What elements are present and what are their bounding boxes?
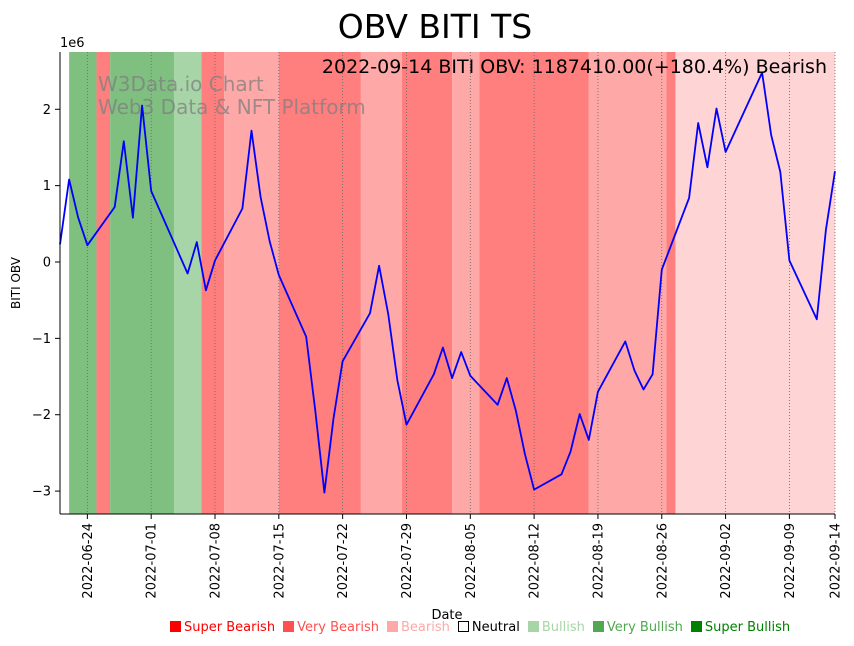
x-tick-label: 2022-07-01 bbox=[145, 523, 160, 599]
watermark-line-1: W3Data.io Chart bbox=[98, 72, 264, 96]
band-very-bearish bbox=[96, 52, 111, 514]
legend-swatch bbox=[690, 621, 702, 632]
x-tick-label: 2022-07-22 bbox=[336, 523, 351, 599]
band-very-bullish bbox=[110, 52, 174, 514]
band-very-bearish bbox=[201, 52, 225, 514]
legend-swatch bbox=[527, 621, 539, 632]
x-tick-label: 2022-08-26 bbox=[655, 523, 670, 599]
band-bearish bbox=[360, 52, 402, 514]
obv-series bbox=[59, 71, 836, 494]
legend-swatch bbox=[283, 621, 295, 632]
band-very-bearish bbox=[278, 52, 361, 514]
y-tick-label: −1 bbox=[32, 332, 51, 347]
sentiment-bands bbox=[69, 52, 835, 514]
watermark-line-2: Web3 Data & NFT Platform bbox=[98, 95, 366, 119]
band-very-bearish bbox=[401, 52, 453, 514]
y-tick-label: 1 bbox=[43, 179, 51, 194]
band-very-bearish bbox=[666, 52, 676, 514]
band-bearish bbox=[224, 52, 279, 514]
x-tick-label: 2022-08-19 bbox=[591, 523, 606, 599]
date-gridlines bbox=[86, 52, 836, 514]
y-tick-label: 2 bbox=[43, 103, 51, 118]
band-bearish bbox=[588, 52, 667, 514]
legend-swatch bbox=[592, 621, 604, 632]
legend-swatch bbox=[170, 621, 181, 632]
legend-item-super-bearish: Super Bearish bbox=[170, 620, 275, 635]
legend-item-super-bullish: Super Bullish bbox=[690, 620, 791, 635]
legend-label: Super Bearish bbox=[184, 620, 276, 635]
y-scale-label: 1e6 bbox=[60, 36, 85, 51]
x-tick-label: 2022-09-09 bbox=[783, 523, 798, 599]
x-tick-label: 2022-08-12 bbox=[528, 523, 543, 599]
axes bbox=[59, 52, 835, 515]
legend-item-bearish: Bearish bbox=[386, 620, 450, 635]
legend-item-very-bearish: Very Bearish bbox=[283, 620, 379, 635]
sentiment-legend: Super Bearish Very Bearish Bearish Neutral B… bbox=[170, 620, 798, 635]
band-neutral-bearish bbox=[675, 52, 835, 514]
x-tick-label: 2022-08-05 bbox=[464, 523, 479, 599]
x-tick-label: 2022-07-08 bbox=[209, 523, 224, 599]
x-axis-label: Date bbox=[431, 608, 462, 623]
y-axis-label: BITI OBV bbox=[9, 256, 23, 309]
x-tick-label: 2022-09-02 bbox=[719, 523, 734, 599]
legend-label: Neutral bbox=[471, 620, 520, 635]
legend-label: Super Bullish bbox=[704, 620, 791, 635]
legend-label: Very Bullish bbox=[606, 620, 683, 635]
band-very-bullish bbox=[69, 52, 97, 514]
x-tick-label: 2022-07-15 bbox=[272, 523, 287, 599]
x-tick-label: 2022-07-29 bbox=[400, 523, 415, 599]
legend-label: Bullish bbox=[541, 620, 585, 635]
ticks: 2 1 0 −1 −2 −3 2022-06-24 2022-07-01 2022-07-08 2… bbox=[32, 103, 844, 599]
x-tick-label: 2022-09-14 bbox=[829, 523, 844, 599]
band-bearish bbox=[452, 52, 480, 514]
band-bullish bbox=[173, 52, 202, 514]
obv-line bbox=[59, 71, 836, 494]
legend-item-neutral: Neutral bbox=[457, 620, 520, 635]
chart-title: OBV BITI TS bbox=[338, 7, 533, 46]
obv-annotation: 2022-09-14 BITI OBV: 1187410.00(+180.4%)… bbox=[322, 56, 827, 78]
legend-swatch bbox=[457, 621, 469, 632]
legend-label: Very Bearish bbox=[297, 620, 379, 635]
legend-item-very-bullish: Very Bullish bbox=[592, 620, 683, 635]
y-tick-label: 0 bbox=[43, 256, 51, 271]
legend-item-bullish: Bullish bbox=[527, 620, 585, 635]
y-tick-label: −3 bbox=[32, 485, 51, 500]
x-tick-label: 2022-06-24 bbox=[81, 523, 96, 599]
legend-label: Bearish bbox=[400, 620, 450, 635]
legend-swatch bbox=[386, 621, 398, 632]
y-tick-label: −2 bbox=[32, 408, 51, 423]
